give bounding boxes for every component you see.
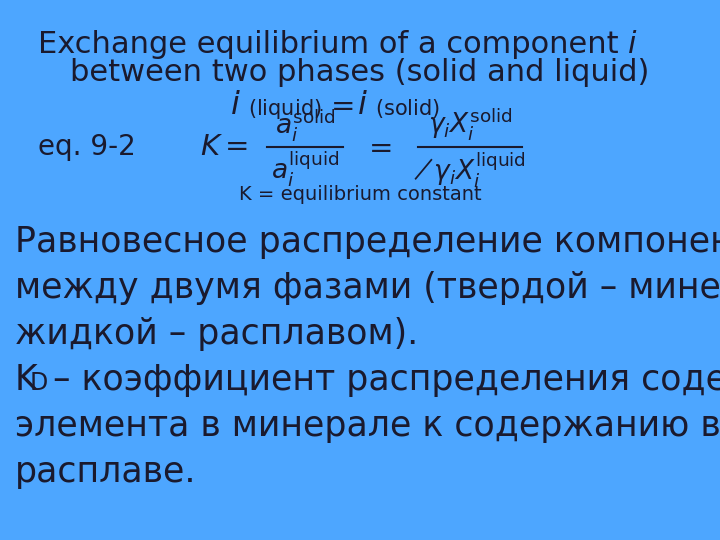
Text: между двумя фазами (твердой – минералом и: между двумя фазами (твердой – минералом … [15, 271, 720, 305]
Text: K = equilibrium constant: K = equilibrium constant [239, 186, 481, 205]
Text: Exchange equilibrium of a component: Exchange equilibrium of a component [38, 30, 629, 59]
Text: $\not\gamma_i X_i^{\mathrm{liquid}}$: $\not\gamma_i X_i^{\mathrm{liquid}}$ [414, 150, 526, 190]
Text: жидкой – расплавом).: жидкой – расплавом). [15, 317, 418, 351]
Text: K: K [15, 363, 37, 397]
Text: i: i [629, 30, 637, 59]
Text: $\mathit{i}$: $\mathit{i}$ [230, 90, 240, 120]
Text: $a_i^{\mathrm{solid}}$: $a_i^{\mathrm{solid}}$ [275, 107, 336, 143]
Text: – коэффициент распределения содержания: – коэффициент распределения содержания [42, 363, 720, 397]
Text: $=$: $=$ [325, 91, 354, 119]
Text: between two phases (solid and liquid): between two phases (solid and liquid) [71, 58, 649, 87]
Text: D: D [30, 371, 48, 395]
Text: $=$: $=$ [364, 133, 392, 161]
Text: $\mathregular{(liquid)}$: $\mathregular{(liquid)}$ [248, 97, 322, 121]
Text: eq. 9-2: eq. 9-2 [38, 133, 136, 161]
Text: элемента в минерале к содержанию в: элемента в минерале к содержанию в [15, 409, 720, 443]
Text: Равновесное распределение компонента i: Равновесное распределение компонента i [15, 225, 720, 259]
Text: $K =$: $K =$ [200, 133, 248, 161]
Text: $\gamma_i X_i^{\mathrm{solid}}$: $\gamma_i X_i^{\mathrm{solid}}$ [428, 106, 513, 142]
Text: расплаве.: расплаве. [15, 455, 197, 489]
Text: $\mathregular{(solid)}$: $\mathregular{(solid)}$ [375, 98, 440, 120]
Text: $a_i^{\mathrm{liquid}}$: $a_i^{\mathrm{liquid}}$ [271, 149, 339, 189]
Text: $\mathit{i}$: $\mathit{i}$ [357, 90, 368, 120]
